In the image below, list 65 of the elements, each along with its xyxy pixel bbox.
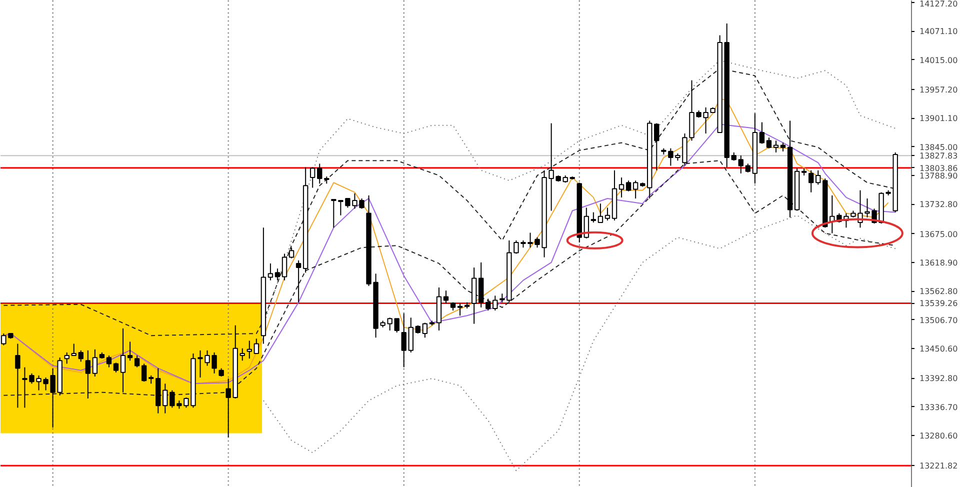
candlestick xyxy=(738,155,744,174)
candlestick xyxy=(654,122,660,171)
candlestick xyxy=(492,295,498,311)
y-tick-label: 13280.60 xyxy=(920,432,958,441)
candlestick xyxy=(401,313,406,368)
candlestick xyxy=(71,343,76,356)
candlestick xyxy=(141,363,147,382)
y-tick-label: 13506.70 xyxy=(920,316,958,325)
ref-line-label: 13221.82 xyxy=(920,462,958,471)
ref-line-label: 13827.83 xyxy=(920,152,958,161)
y-tick-label: 14015.00 xyxy=(920,56,958,65)
candlestick xyxy=(64,352,70,364)
candlestick xyxy=(331,198,336,228)
y-tick-label: 13450.60 xyxy=(920,344,958,354)
candlestick xyxy=(773,140,779,153)
candlestick xyxy=(282,253,288,281)
line-series xyxy=(262,214,896,472)
candlestick xyxy=(134,355,140,368)
candlestick xyxy=(240,348,245,362)
candlestick xyxy=(590,212,596,224)
candlestick xyxy=(632,180,638,199)
y-tick-label: 13392.80 xyxy=(920,374,958,384)
candlestick xyxy=(310,166,316,188)
candlestick xyxy=(246,340,252,360)
y-tick-label: 13901.10 xyxy=(920,114,958,124)
y-tick-label: 13845.00 xyxy=(920,142,958,152)
candlestick xyxy=(626,180,632,192)
ref-line-label: 13803.86 xyxy=(920,164,958,173)
candlestick xyxy=(422,322,428,338)
candlestick xyxy=(766,137,772,149)
candlestick xyxy=(106,355,112,368)
candlestick xyxy=(120,328,126,393)
candlestick xyxy=(443,290,449,304)
y-tick-label: 13675.00 xyxy=(920,230,958,239)
candlestick xyxy=(457,302,463,316)
candlestick xyxy=(288,247,294,259)
candlestick xyxy=(268,262,274,281)
candlestick xyxy=(78,350,84,362)
candlestick xyxy=(254,338,260,354)
candlestick xyxy=(226,378,231,438)
candlestick xyxy=(618,177,624,198)
y-tick-label: 13957.20 xyxy=(920,85,958,94)
candlestick xyxy=(408,317,414,353)
candlestick xyxy=(486,298,491,311)
candlestick xyxy=(127,341,133,362)
candlestick xyxy=(598,203,604,224)
y-tick-label: 13788.90 xyxy=(920,172,958,181)
candlestick xyxy=(15,343,20,408)
y-tick-label: 14127.20 xyxy=(920,0,958,8)
y-tick-label: 14071.10 xyxy=(920,27,958,36)
y-tick-label: 13562.80 xyxy=(920,287,958,296)
candlestick xyxy=(808,170,814,193)
y-tick-label: 13618.90 xyxy=(920,258,958,268)
candlestick xyxy=(759,122,765,144)
candlestick xyxy=(92,348,98,377)
candlestick xyxy=(274,268,280,281)
y-tick-label: 13732.80 xyxy=(920,200,958,210)
y-tick-label: 13336.70 xyxy=(920,402,958,412)
candlestick xyxy=(113,362,119,373)
ref-line-label: 13539.26 xyxy=(920,299,958,308)
candlestick xyxy=(296,260,302,303)
candlestick xyxy=(604,207,610,221)
candlestick xyxy=(816,170,821,186)
candlestick xyxy=(85,350,91,399)
candlestick xyxy=(317,163,322,184)
